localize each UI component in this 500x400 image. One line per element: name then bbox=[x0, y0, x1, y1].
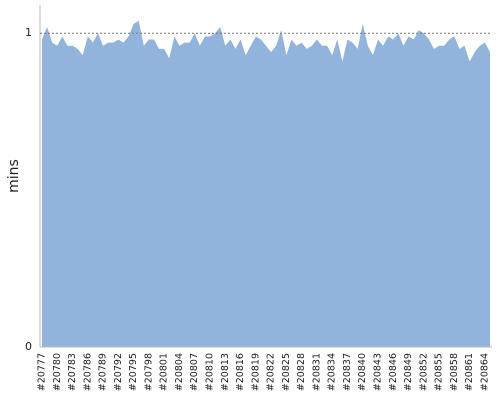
y-tick-label: 1 bbox=[25, 26, 32, 39]
y-axis-label: mins bbox=[6, 159, 22, 193]
x-tick-label: #20846 bbox=[388, 353, 399, 391]
x-tick-label: #20816 bbox=[235, 353, 246, 391]
x-tick-label: #20801 bbox=[159, 353, 170, 391]
y-tick-label: 0 bbox=[25, 340, 32, 353]
x-tick-label: #20840 bbox=[357, 353, 368, 391]
x-tick-label: #20819 bbox=[250, 353, 261, 391]
x-tick-label: #20861 bbox=[464, 353, 475, 391]
x-tick-label: #20837 bbox=[342, 353, 353, 391]
area bbox=[42, 20, 490, 347]
x-tick-label: #20798 bbox=[143, 353, 154, 391]
x-tick-label: #20786 bbox=[82, 353, 93, 391]
x-tick-label: #20843 bbox=[373, 353, 384, 391]
x-tick-label: #20855 bbox=[434, 353, 445, 391]
x-tick-label: #20792 bbox=[113, 353, 124, 391]
x-tick-label: #20849 bbox=[403, 353, 414, 391]
x-tick-label: #20864 bbox=[479, 353, 490, 391]
x-tick-label: #20780 bbox=[52, 353, 63, 391]
x-tick-label: #20804 bbox=[174, 353, 185, 391]
x-tick-label: #20813 bbox=[220, 353, 231, 391]
x-tick-label: #20783 bbox=[67, 353, 78, 391]
x-tick-label: #20828 bbox=[296, 353, 307, 391]
x-tick-label: #20795 bbox=[128, 353, 139, 391]
x-tick-label: #20834 bbox=[327, 353, 338, 391]
x-tick-label: #20789 bbox=[98, 353, 109, 391]
x-tick-label: #20810 bbox=[205, 353, 216, 391]
x-tick-label: #20807 bbox=[189, 353, 200, 391]
x-tick-label: #20822 bbox=[266, 353, 277, 391]
x-tick-label: #20831 bbox=[311, 353, 322, 391]
x-tick-label: #20777 bbox=[37, 353, 48, 391]
x-tick-label: #20852 bbox=[418, 353, 429, 391]
x-tick-label: #20858 bbox=[449, 353, 460, 391]
x-tick-label: #20825 bbox=[281, 353, 292, 391]
